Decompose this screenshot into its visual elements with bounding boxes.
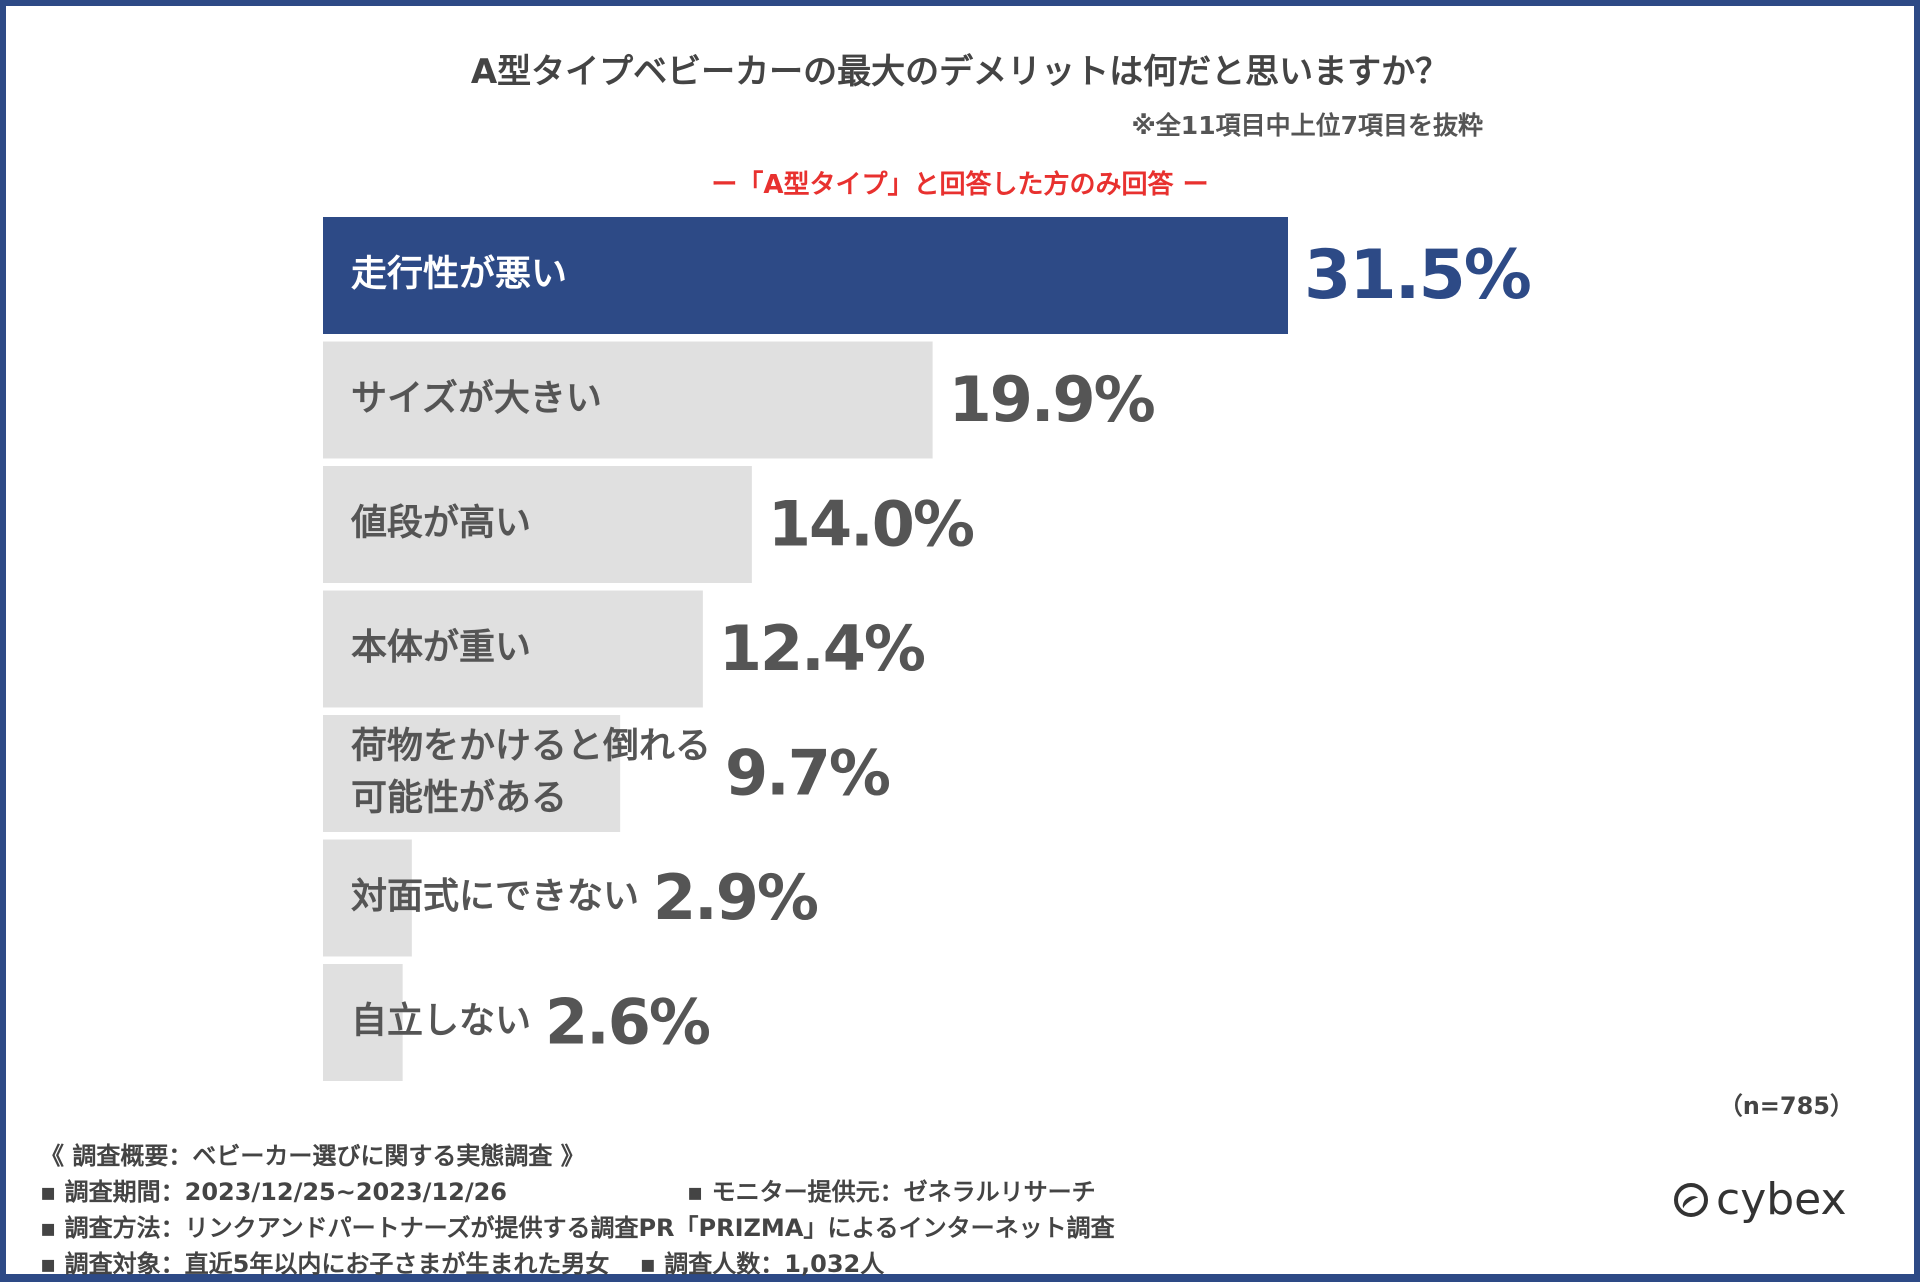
chart-frame: A型タイプベビーカーの最大のデメリットは何だと思いますか？ ※全11項目中上位7…: [6, 6, 1914, 1278]
survey-period: ▪ 調査期間：2023/12/25~2023/12/26: [40, 1178, 507, 1206]
survey-period-row: ▪ 調査期間：2023/12/25~2023/12/26 ▪ モニター提供元：ゼ…: [40, 1174, 1115, 1210]
survey-summary: 《 調査概要：ベビーカー選びに関する実態調査 》 ▪ 調査期間：2023/12/…: [40, 1138, 1115, 1282]
value-label: 2.6%: [545, 986, 710, 1059]
sample-size-label: （n=785）: [1718, 1092, 1854, 1120]
category-label: サイズが大きい: [351, 377, 602, 419]
value-label: 31.5%: [1304, 236, 1530, 315]
chart-subtitle: ー「A型タイプ」と回答した方のみ回答 ー: [711, 170, 1209, 200]
cybex-logo: cybex: [1674, 1174, 1847, 1225]
category-label: 荷物をかけると倒れる可能性がある: [351, 726, 711, 819]
survey-target-row: ▪ 調査対象：直近5年以内にお子さまが生まれた男女 ▪ 調査人数：1,032人: [40, 1246, 1115, 1282]
value-label: 9.7%: [725, 737, 890, 810]
chart-title: A型タイプベビーカーの最大のデメリットは何だと思いますか？: [470, 52, 1450, 92]
bar: [323, 715, 621, 832]
bar: [323, 964, 403, 1081]
survey-target: ▪ 調査対象：直近5年以内にお子さまが生まれた男女: [40, 1250, 610, 1278]
bar: [323, 590, 703, 708]
category-label: 対面式にできない: [351, 876, 639, 917]
value-label: 2.9%: [653, 861, 818, 934]
category-label: 値段が高い: [350, 503, 531, 544]
category-label: 本体が重い: [351, 627, 531, 668]
survey-method: ▪ 調査方法：リンクアンドパートナーズが提供する調査PR「PRIZMA」によるイ…: [40, 1214, 1115, 1242]
bar: [323, 466, 752, 583]
chart-note: ※全11項目中上位7項目を抜粋: [1131, 111, 1484, 140]
bar-chart: 走行性が悪い 31.5% サイズが大きい 19.9% 値段が高い 14.0% 本体が重い 12…: [323, 217, 1532, 1081]
category-label: 走行性が悪い: [351, 254, 567, 295]
value-label: 14.0%: [768, 488, 974, 561]
bar: [323, 341, 933, 459]
survey-count: ▪ 調査人数：1,032人: [639, 1250, 885, 1278]
value-label: 19.9%: [949, 363, 1155, 436]
cybex-logo-text: cybex: [1716, 1174, 1847, 1225]
bar: [323, 217, 1288, 334]
bar: [323, 839, 412, 957]
cybex-logo-icon: [1674, 1182, 1708, 1217]
value-label: 12.4%: [719, 612, 925, 685]
category-label: 自立しない: [351, 1001, 531, 1042]
survey-provider: ▪ モニター提供元：ゼネラルリサーチ: [687, 1178, 1096, 1206]
survey-heading: 《 調査概要：ベビーカー選びに関する実態調査 》: [40, 1142, 585, 1170]
